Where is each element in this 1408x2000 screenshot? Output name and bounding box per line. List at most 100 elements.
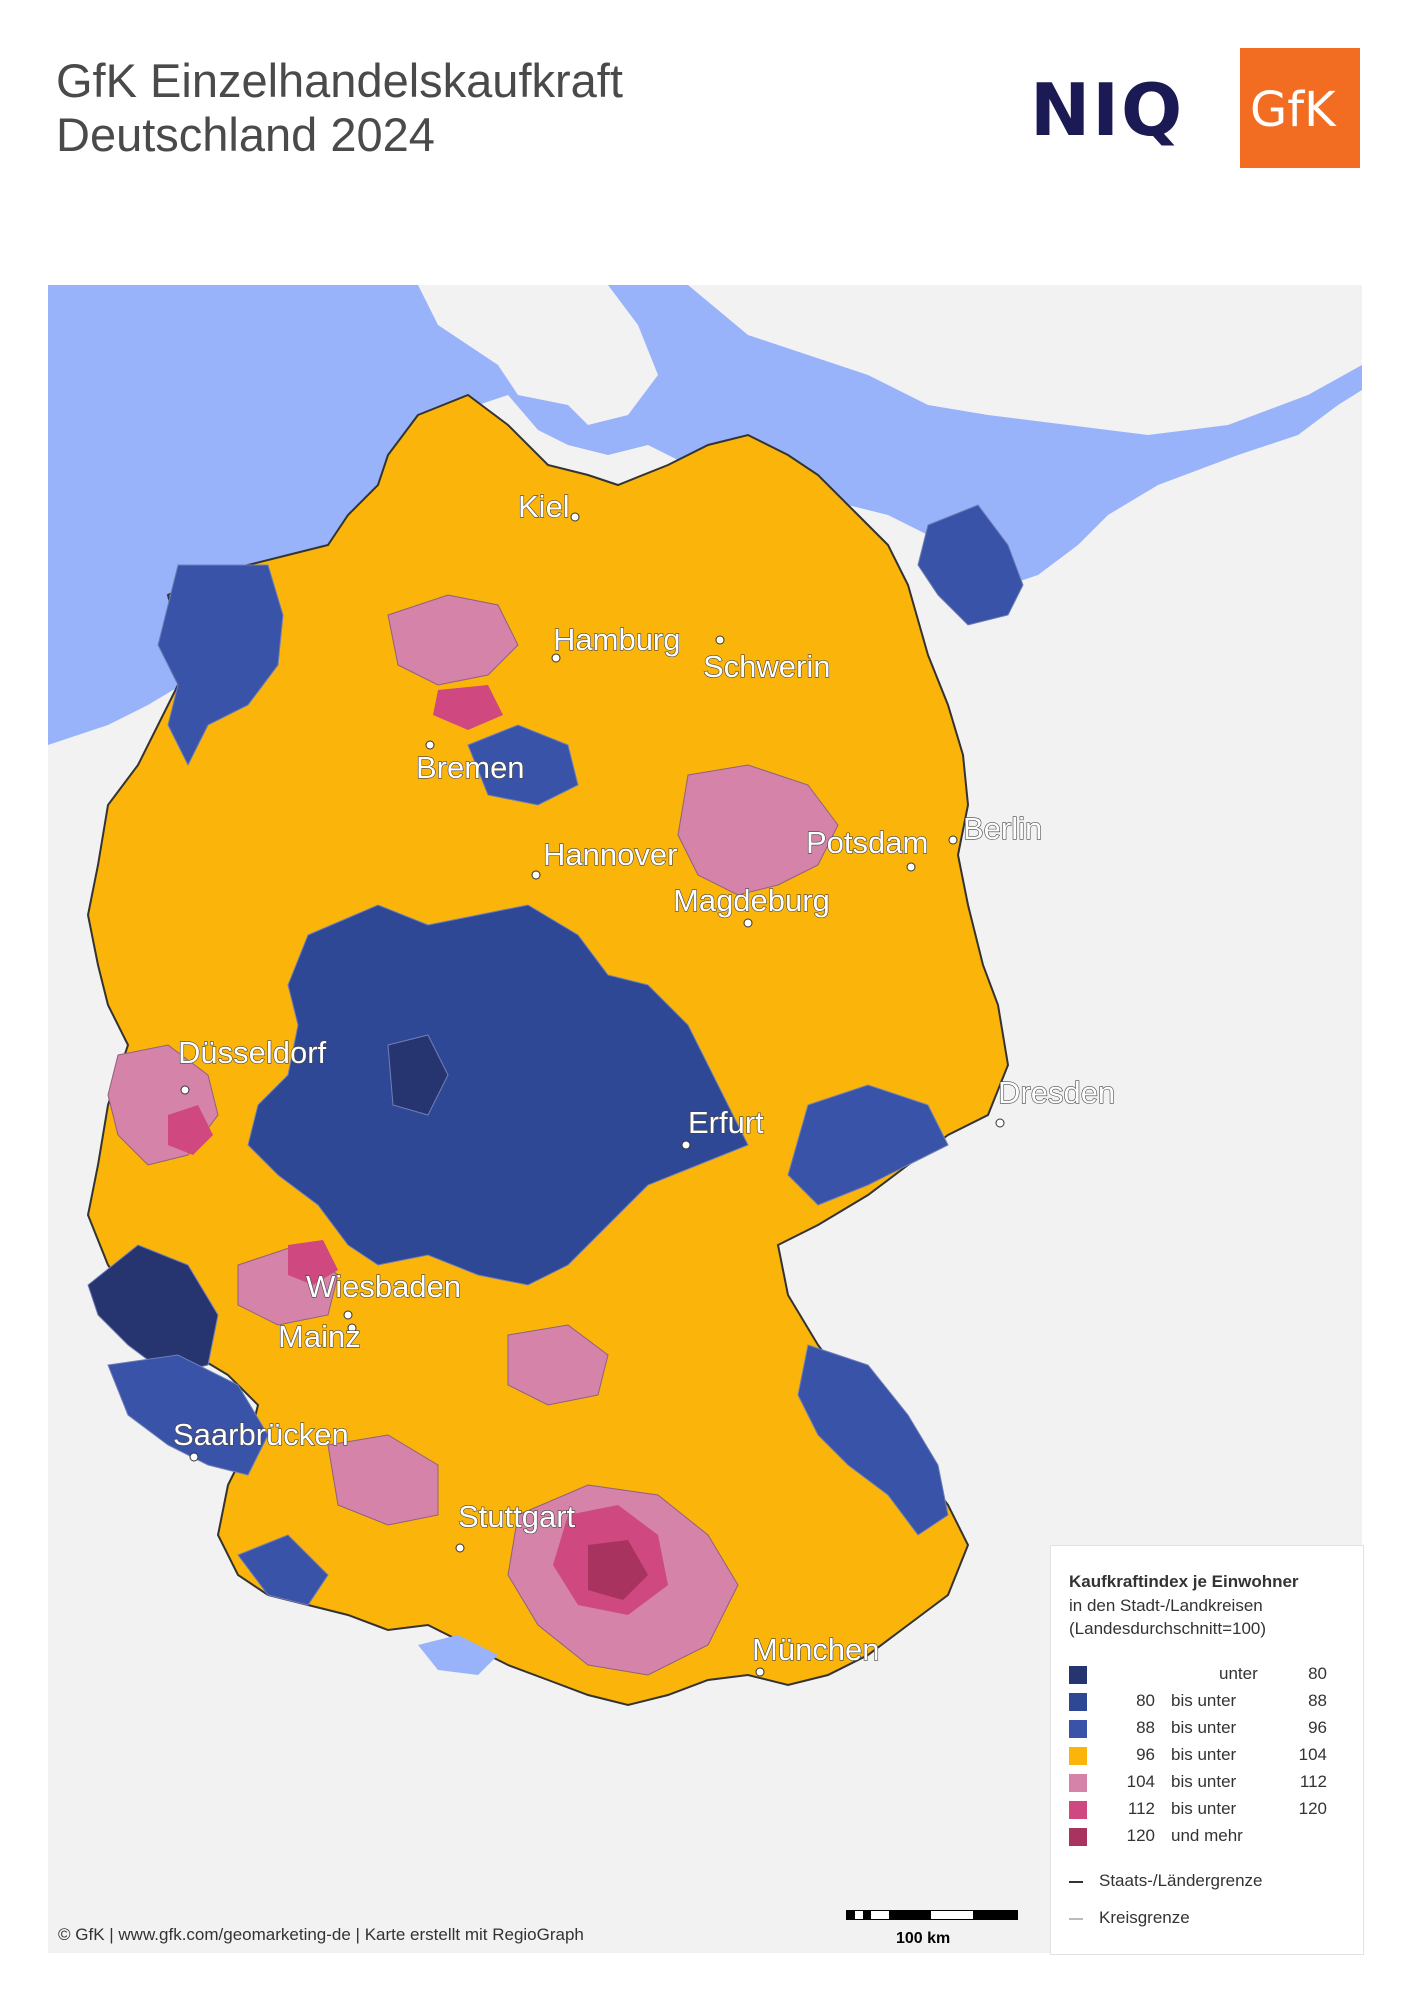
city-dot-saarbruecken (189, 1452, 199, 1462)
region-central-blue (247, 904, 749, 1286)
region-thuringia-blue (467, 724, 579, 806)
legend-mid: bis unter (1171, 1691, 1237, 1710)
legend-lo: 112 (1127, 1799, 1155, 1818)
city-label-schwerin: Schwerin (703, 649, 831, 684)
region-nuremberg-pink (507, 1324, 609, 1406)
city-label-potsdam: Potsdam (806, 825, 928, 860)
city-dot-duesseldorf (180, 1085, 190, 1095)
copyright-note: © GfK | www.gfk.com/geomarketing-de | Ka… (58, 1925, 584, 1944)
city-label-wiesbaden: Wiesbaden (306, 1269, 461, 1304)
city-label-hannover: Hannover (543, 837, 677, 872)
region-berlin-pink (677, 764, 839, 896)
legend-swatch (1069, 1828, 1087, 1846)
scale-bar-graphic (846, 1910, 1018, 1920)
city-label-kiel: Kiel (518, 489, 570, 524)
region-west-darkblue (87, 1244, 219, 1376)
city-dot-hamburg (551, 653, 561, 663)
region-hamburg-magenta (433, 685, 503, 730)
legend-class-120-plus: 120 und mehr (1069, 1826, 1349, 1848)
legend-state-border: Staats-/Ländergrenze (1069, 1871, 1349, 1893)
legend-hi: 88 (1308, 1691, 1327, 1710)
city-label-saarbruecken: Saarbrücken (173, 1417, 349, 1452)
danish-land (418, 285, 658, 425)
swedish-land (688, 285, 1362, 435)
legend-swatch (1069, 1801, 1087, 1819)
city-label-muenchen: München (752, 1632, 880, 1667)
city-label-mainz: Mainz (278, 1319, 361, 1354)
legend-hi: 80 (1308, 1664, 1327, 1683)
legend-hi: 96 (1308, 1718, 1327, 1737)
city-dot-wiesbaden (343, 1310, 353, 1320)
legend-class-88-96: 88 bis unter 96 (1069, 1718, 1349, 1740)
region-saar-blue (107, 1354, 269, 1476)
legend-district-border: Kreisgrenze (1069, 1908, 1349, 1930)
legend-swatch (1069, 1774, 1087, 1792)
legend-swatch (1069, 1747, 1087, 1765)
legend-mid: bis unter (1171, 1718, 1237, 1737)
city-dot-dresden (995, 1118, 1005, 1128)
legend-swatch (1069, 1720, 1087, 1738)
region-north-west-blue (157, 564, 284, 767)
city-markers: Kiel Hamburg Schwerin Bremen Hannover Po… (172, 488, 1116, 1677)
title-line-1: GfK Einzelhandelskaufkraft (56, 54, 623, 107)
city-dot-schwerin (715, 635, 725, 645)
region-hesse-darkblue (387, 1034, 449, 1116)
city-dot-hannover (531, 870, 541, 880)
city-dot-erfurt (681, 1140, 691, 1150)
legend-state-border-label: Staats-/Ländergrenze (1099, 1871, 1263, 1890)
city-dot-kiel (570, 512, 580, 522)
legend-hi: 112 (1299, 1772, 1327, 1791)
region-hamburg-pink (387, 594, 519, 686)
city-dot-magdeburg (743, 918, 753, 928)
legend-swatch (1069, 1693, 1087, 1711)
region-bavaria-east-blue (797, 1344, 949, 1536)
city-dot-muenchen (755, 1667, 765, 1677)
legend-mid: bis unter (1171, 1799, 1237, 1818)
region-wiesbaden-magenta (288, 1240, 338, 1285)
legend-lo: 96 (1136, 1745, 1155, 1764)
city-label-stuttgart: Stuttgart (458, 1499, 576, 1534)
baltic-island (1063, 310, 1118, 355)
germany-purchasing-power-map: Kiel Hamburg Schwerin Bremen Hannover Po… (48, 285, 1362, 1953)
legend-district-border-label: Kreisgrenze (1099, 1908, 1190, 1927)
map-title: GfK Einzelhandelskaufkraft Deutschland 2… (56, 54, 623, 162)
legend-mid: unter (1219, 1664, 1258, 1683)
region-east-blue (917, 504, 1024, 626)
city-dot-mainz (347, 1323, 357, 1333)
legend-lo: 80 (1136, 1691, 1155, 1710)
legend-mid: bis unter (1171, 1745, 1237, 1764)
legend-subtitle-1: in den Stadt-/Landkreisen (1069, 1596, 1263, 1615)
legend-mid: und mehr (1171, 1826, 1243, 1845)
city-label-duesseldorf: Düsseldorf (178, 1035, 327, 1070)
legend-lo: 104 (1126, 1772, 1155, 1791)
region-munich-darkmagenta (588, 1540, 648, 1600)
niq-logo: NIQ (1030, 68, 1185, 152)
city-dot-potsdam (906, 862, 916, 872)
legend-class-112-120: 112 bis unter 120 (1069, 1799, 1349, 1821)
region-bw-blue (237, 1534, 329, 1606)
title-line-2: Deutschland 2024 (56, 108, 435, 161)
legend-mid: bis unter (1171, 1772, 1237, 1791)
gfk-logo-text: GfK (1250, 82, 1336, 138)
city-dot-stuttgart (455, 1543, 465, 1553)
city-label-erfurt: Erfurt (688, 1105, 764, 1140)
city-label-magdeburg: Magdeburg (673, 883, 830, 918)
region-saxony-blue (787, 1084, 949, 1206)
legend-lo: 88 (1136, 1718, 1155, 1737)
city-label-dresden: Dresden (998, 1075, 1115, 1110)
legend-hi: 104 (1298, 1745, 1327, 1764)
city-label-bremen: Bremen (416, 750, 525, 785)
state-border-line-icon (1069, 1881, 1083, 1883)
legend-class-80-88: 80 bis unter 88 (1069, 1691, 1349, 1713)
legend-class-96-104: 96 bis unter 104 (1069, 1745, 1349, 1767)
city-dot-bremen (425, 740, 435, 750)
region-duesseldorf-magenta (168, 1105, 213, 1155)
legend-class-104-112: 104 bis unter 112 (1069, 1772, 1349, 1794)
lake-constance (418, 1635, 498, 1675)
city-label-hamburg: Hamburg (553, 622, 681, 657)
legend-title: Kaufkraftindex je Einwohner (1069, 1572, 1299, 1591)
legend-subtitle-2: (Landesdurchschnitt=100) (1069, 1619, 1267, 1638)
legend-swatch (1069, 1666, 1087, 1684)
city-label-berlin: Berlin (963, 811, 1042, 846)
district-border-line-icon (1069, 1918, 1083, 1920)
